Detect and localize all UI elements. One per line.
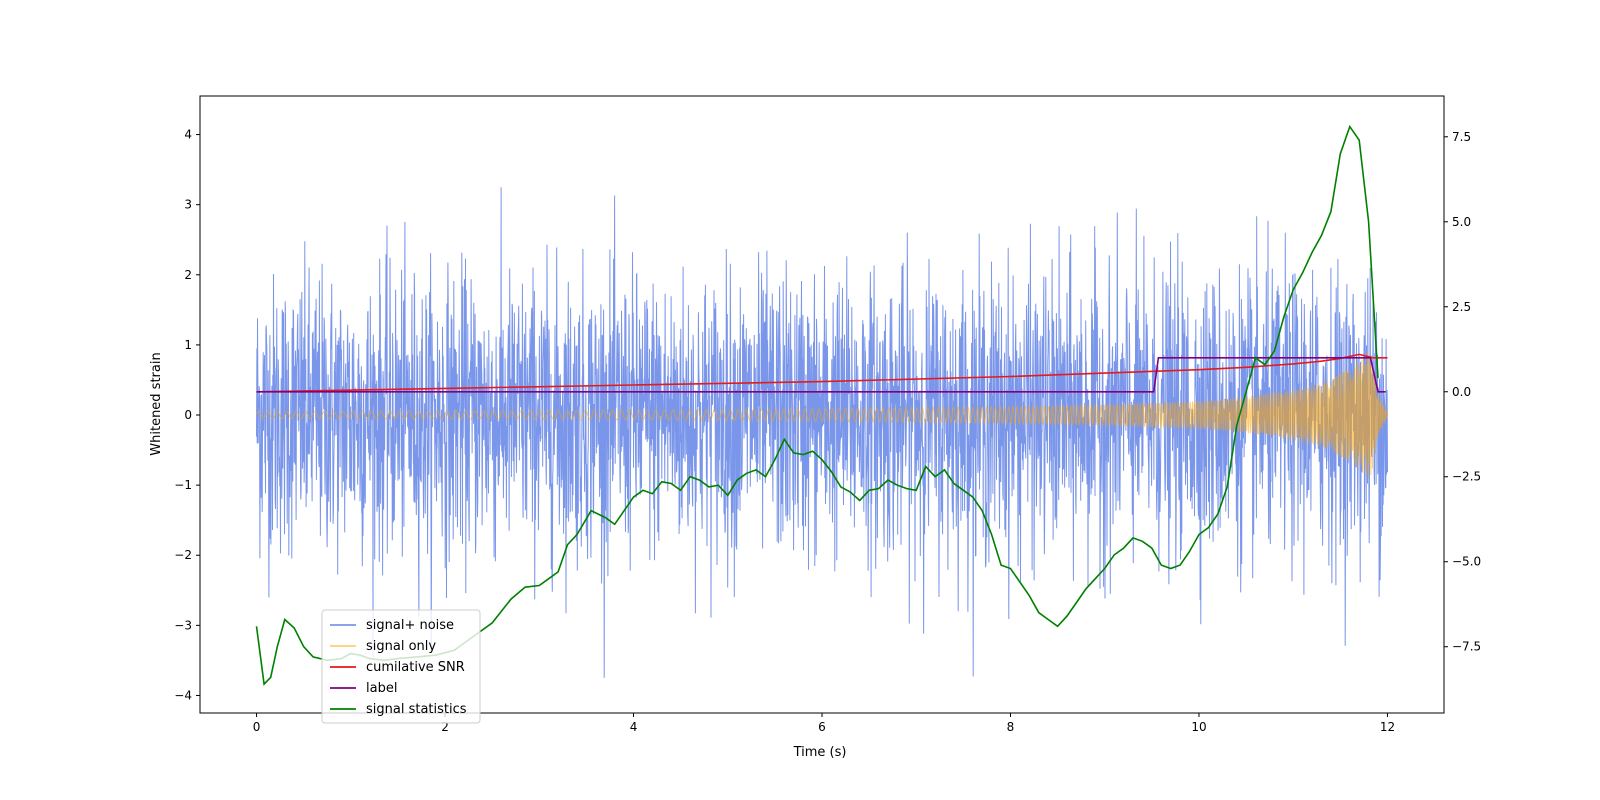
y-tick-label: 4 <box>184 128 192 142</box>
series-cumilative-snr <box>256 353 1388 393</box>
y-tick-label: −2 <box>174 548 192 562</box>
y2-tick-label: 2.5 <box>1452 300 1471 314</box>
y-tick-label: 0 <box>184 408 192 422</box>
y2-tick-label: −2.5 <box>1452 470 1481 484</box>
x-tick-label: 6 <box>818 720 826 734</box>
y-tick-label: 1 <box>184 338 192 352</box>
y2-tick-label: 5.0 <box>1452 215 1471 229</box>
legend-label: signal+ noise <box>366 618 454 633</box>
series-signal-only <box>256 351 1388 479</box>
y-tick-label: −4 <box>174 688 192 702</box>
y2-tick-label: −7.5 <box>1452 640 1481 654</box>
x-axis-label: Time (s) <box>793 745 847 760</box>
plot-layer <box>255 124 1388 686</box>
y-axis-ticks: −4 −3 −2 −1 0 1 2 3 4 <box>174 128 200 702</box>
x-tick-label: 4 <box>630 720 638 734</box>
x-tick-label: 0 <box>253 720 261 734</box>
y-tick-label: −1 <box>174 478 192 492</box>
legend-label: signal statistics <box>366 702 467 717</box>
x-tick-label: 12 <box>1380 720 1395 734</box>
legend: signal+ noise signal only cumilative SNR la… <box>321 609 481 724</box>
legend-label: label <box>366 681 397 696</box>
y2-tick-label: 0.0 <box>1452 385 1471 399</box>
x-tick-label: 8 <box>1007 720 1015 734</box>
y2-tick-label: −5.0 <box>1452 555 1481 569</box>
x-tick-label: 2 <box>441 720 449 734</box>
y-axis-label: Whitened strain <box>149 352 164 455</box>
legend-box <box>321 609 481 724</box>
x-tick-label: 10 <box>1191 720 1206 734</box>
y2-axis-ticks: −7.5 −5.0 −2.5 0.0 2.5 5.0 7.5 <box>1444 130 1481 654</box>
legend-label: cumilative SNR <box>366 660 465 675</box>
y-tick-label: 2 <box>184 268 192 282</box>
series-label <box>256 357 1386 393</box>
y-tick-label: −3 <box>174 618 192 632</box>
series-signal-noise <box>256 187 1388 678</box>
y-tick-label: 3 <box>184 198 192 212</box>
y2-tick-label: 7.5 <box>1452 130 1471 144</box>
legend-label: signal only <box>366 639 436 654</box>
